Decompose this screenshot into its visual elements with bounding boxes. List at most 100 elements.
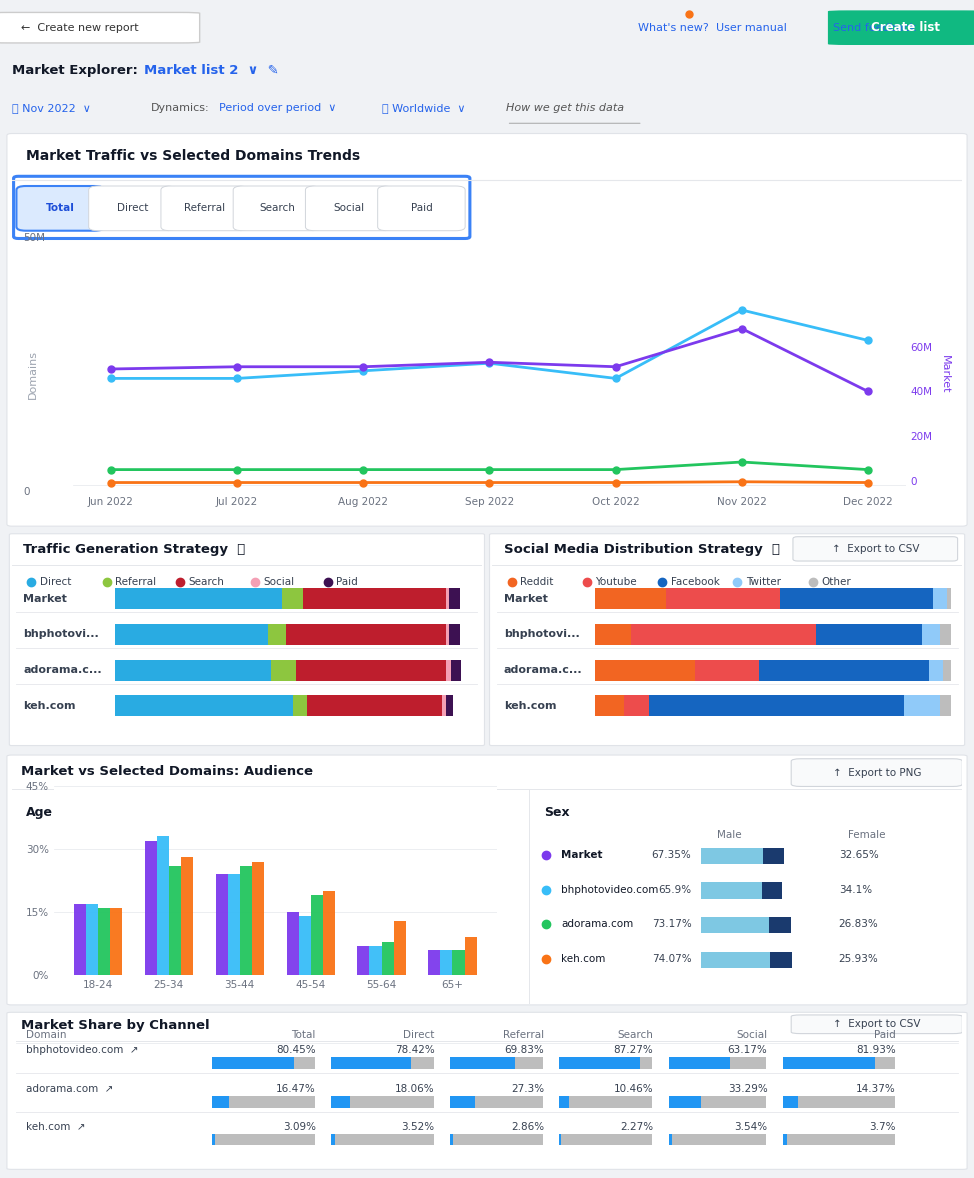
Bar	[701, 916, 791, 933]
Bar	[228, 874, 240, 975]
Bar	[369, 946, 382, 975]
Text: bhphotovi...: bhphotovi...	[23, 629, 99, 640]
Text: How we get this data: How we get this data	[506, 104, 624, 113]
FancyBboxPatch shape	[17, 186, 104, 231]
Bar	[450, 1097, 475, 1108]
Bar	[783, 1133, 787, 1145]
Bar	[768, 916, 791, 933]
Bar	[350, 1097, 433, 1108]
Text: ↑  Export to CSV: ↑ Export to CSV	[832, 544, 919, 554]
Text: Period over period  ∨: Period over period ∨	[219, 104, 337, 113]
Text: keh.com  ↗: keh.com ↗	[26, 1121, 86, 1132]
FancyBboxPatch shape	[490, 534, 964, 746]
Text: Age: Age	[26, 806, 53, 819]
FancyBboxPatch shape	[161, 186, 248, 231]
Bar	[445, 624, 449, 644]
Text: keh.com: keh.com	[504, 701, 556, 710]
Bar	[445, 588, 449, 609]
Bar	[815, 624, 922, 644]
Bar	[450, 1058, 515, 1070]
FancyBboxPatch shape	[0, 13, 200, 42]
Text: 27.3%: 27.3%	[511, 1084, 544, 1094]
Bar	[115, 695, 293, 716]
Text: Send feedback: Send feedback	[833, 22, 916, 33]
Bar	[115, 624, 268, 644]
Bar	[304, 588, 445, 609]
Bar	[559, 1133, 561, 1145]
Bar	[783, 1097, 799, 1108]
Text: ↑  Export to PNG: ↑ Export to PNG	[833, 768, 921, 777]
Bar	[905, 695, 940, 716]
Text: 33.29%: 33.29%	[728, 1084, 768, 1094]
Bar	[450, 1133, 453, 1145]
FancyBboxPatch shape	[7, 755, 967, 1005]
Text: 74.07%: 74.07%	[652, 954, 692, 964]
Bar	[944, 660, 951, 681]
Bar	[299, 916, 311, 975]
Text: Search: Search	[188, 577, 224, 587]
Text: 16.47%: 16.47%	[277, 1084, 316, 1094]
Bar	[465, 938, 476, 975]
Bar	[631, 624, 815, 644]
Bar	[595, 695, 623, 716]
Bar	[453, 951, 465, 975]
Text: Market vs Selected Domains: Audience: Market vs Selected Domains: Audience	[21, 765, 314, 777]
Text: 3.7%: 3.7%	[869, 1121, 896, 1132]
Bar	[668, 1097, 701, 1108]
Text: 0: 0	[23, 488, 29, 497]
Text: 80.45%: 80.45%	[277, 1045, 316, 1055]
Bar	[440, 951, 453, 975]
Text: Referral: Referral	[184, 204, 225, 213]
Text: User manual: User manual	[716, 22, 787, 33]
Bar	[475, 1097, 543, 1108]
Text: Total: Total	[291, 1030, 316, 1040]
Bar	[212, 1058, 294, 1070]
Bar	[947, 588, 951, 609]
Text: Dynamics:: Dynamics:	[151, 104, 209, 113]
Bar	[12, 1038, 962, 1081]
Text: Paid: Paid	[410, 204, 432, 213]
Text: Social: Social	[263, 577, 294, 587]
Bar	[453, 1133, 543, 1145]
Bar	[212, 1133, 215, 1145]
Bar	[115, 588, 282, 609]
Bar	[875, 1058, 895, 1070]
Bar	[783, 1058, 875, 1070]
Y-axis label: Domains: Domains	[28, 350, 38, 399]
Text: Search: Search	[259, 204, 295, 213]
Bar	[293, 695, 307, 716]
Bar	[285, 624, 445, 644]
Bar	[569, 1097, 653, 1108]
Text: Total: Total	[46, 204, 75, 213]
Bar	[411, 1058, 433, 1070]
Text: 3.54%: 3.54%	[734, 1121, 768, 1132]
Bar	[215, 1133, 315, 1145]
Bar	[286, 912, 299, 975]
FancyBboxPatch shape	[791, 759, 962, 787]
Bar	[296, 660, 445, 681]
Text: 63.17%: 63.17%	[728, 1045, 768, 1055]
Legend: Market Traffic, bhphotovideo.com, adorama.com, keh.com: Market Traffic, bhphotovideo.com, adoram…	[78, 551, 486, 570]
Bar	[672, 1133, 767, 1145]
Bar	[701, 952, 793, 968]
Bar	[559, 1097, 569, 1108]
Text: 3.09%: 3.09%	[282, 1121, 316, 1132]
Bar	[929, 660, 944, 681]
FancyBboxPatch shape	[7, 133, 967, 527]
Text: Market Share by Channel: Market Share by Channel	[21, 1019, 209, 1032]
Text: Market: Market	[561, 851, 603, 860]
Bar	[157, 836, 169, 975]
Text: Referral: Referral	[115, 577, 156, 587]
Bar	[322, 892, 335, 975]
Text: 18.06%: 18.06%	[395, 1084, 434, 1094]
Text: 32.65%: 32.65%	[839, 851, 879, 860]
Text: Market: Market	[23, 594, 67, 604]
Bar	[701, 848, 784, 863]
FancyBboxPatch shape	[10, 534, 484, 746]
Bar	[780, 588, 933, 609]
Text: Sex: Sex	[544, 806, 570, 819]
Bar	[559, 1058, 640, 1070]
Text: adorama.c...: adorama.c...	[504, 666, 582, 675]
Text: 73.17%: 73.17%	[652, 920, 692, 929]
Bar	[331, 1097, 350, 1108]
